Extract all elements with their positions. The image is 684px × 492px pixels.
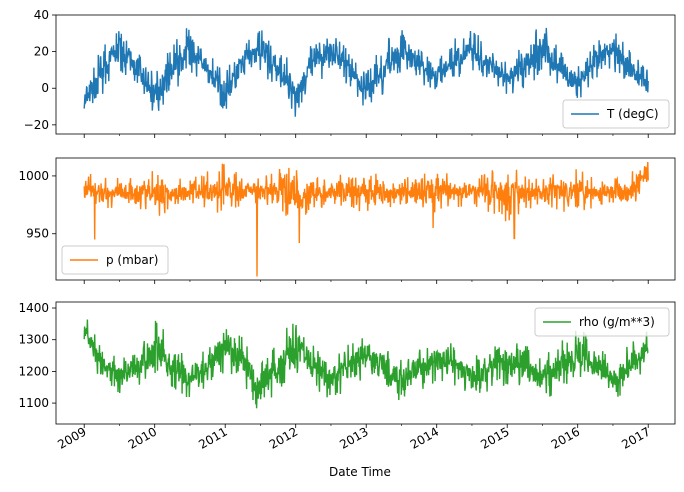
- axes-frame: [55, 301, 676, 425]
- x-tick-label: 2017: [619, 424, 652, 451]
- series-line-rho (g/m**3): [83, 319, 649, 409]
- x-tick-label: 2012: [267, 424, 300, 451]
- legend-box: [61, 245, 169, 275]
- x-tick-label: 2014: [408, 424, 441, 451]
- y-tick-label: −20: [24, 118, 49, 132]
- x-axis-label: Date Time: [329, 465, 391, 479]
- y-tick-label: 1400: [18, 301, 49, 315]
- y-tick-label: 0: [41, 81, 49, 95]
- series-line-p (mbar): [83, 161, 649, 277]
- legend-box: [534, 307, 670, 337]
- legend-label: T (degC): [606, 107, 659, 121]
- y-tick-label: 1200: [18, 364, 49, 378]
- y-tick-label: 1100: [18, 396, 49, 410]
- x-tick-label: 2015: [478, 424, 511, 451]
- series-line-T (degC): [83, 27, 649, 117]
- y-tick-label: 1000: [18, 169, 49, 183]
- x-tick-label: 2011: [196, 424, 229, 451]
- y-tick-label: 1300: [18, 333, 49, 347]
- legend: T (degC): [562, 99, 670, 129]
- x-tick-label: 2016: [549, 424, 582, 451]
- legend-label: rho (g/m**3): [579, 315, 655, 329]
- legend: rho (g/m**3): [534, 307, 670, 337]
- y-tick-label: 40: [34, 8, 49, 22]
- x-tick-label: 2013: [337, 424, 370, 451]
- axes-frame: [55, 14, 676, 135]
- legend: p (mbar): [61, 245, 169, 275]
- legend-label: p (mbar): [106, 253, 158, 267]
- y-tick-label: 950: [26, 227, 49, 241]
- subplot-2: 950 1000 p (mbar): [18, 157, 676, 284]
- axes-frame: [55, 157, 676, 281]
- subplot-1: −20 0 20 40 T (degC): [24, 8, 676, 138]
- x-tick-label: 2009: [55, 424, 88, 451]
- legend-box: [562, 99, 670, 129]
- x-tick-label: 2010: [126, 424, 159, 451]
- subplot-3: 1100 1200 1300 1400 2009 2010 2011 2012 2013 2014…: [18, 301, 676, 452]
- y-tick-label: 20: [34, 45, 49, 59]
